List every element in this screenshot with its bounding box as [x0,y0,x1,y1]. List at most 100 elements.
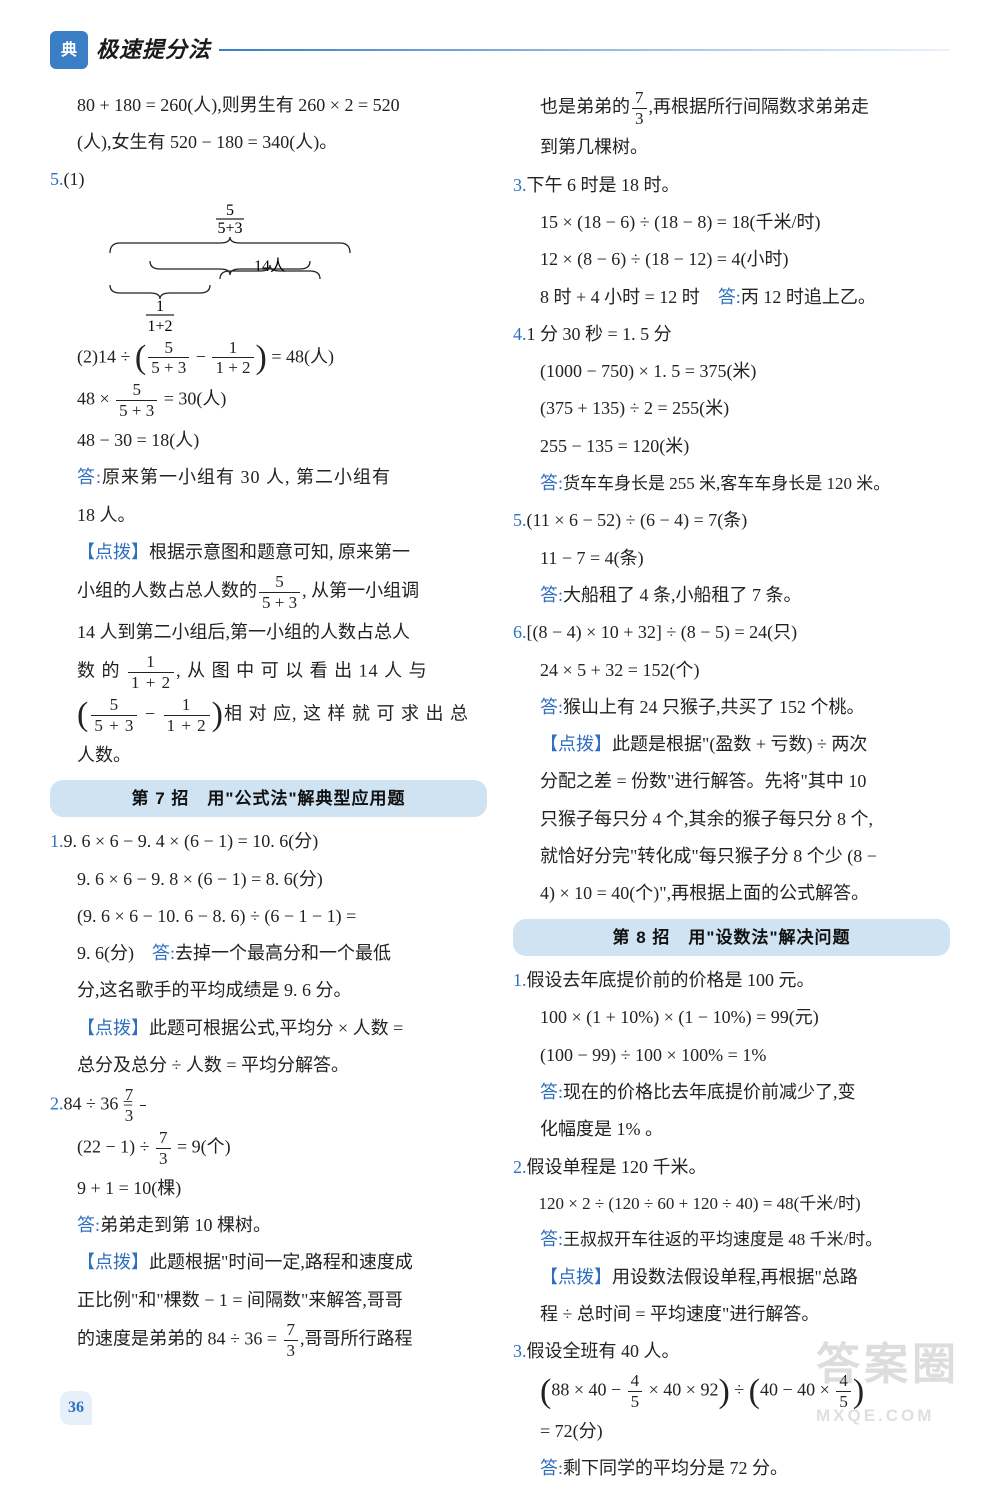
tip-text: 的速度是弟弟的 84 ÷ 36 = [77,1328,282,1348]
section-8-heading: 第 8 招 用"设数法"解决问题 [513,919,950,956]
watermark: 答案圈 MXQE.COM [816,1324,960,1431]
question-7-2: 2.84 ÷ 36 = 73 [50,1086,487,1125]
tip-text: , 从第一小组调 [302,581,419,601]
eq-text: × 40 × 92 [644,1380,718,1400]
fraction: 45 [628,1372,643,1411]
q-number: 3. [513,1341,527,1361]
column-right: 也是弟弟的73,再根据所行间隔数求弟弟走 到第几棵树。 3.下午 6 时是 18… [513,89,950,1490]
equation-line: 9. 6 × 6 − 9. 8 × (6 − 1) = 8. 6(分) [50,863,487,896]
fraction: 73 [632,89,647,128]
equation-line: 120 × 2 ÷ (120 ÷ 60 + 120 ÷ 40) = 48(千米/… [513,1188,950,1219]
answer-label: 答: [540,473,563,493]
page-header: 典 极速提分法 [50,30,950,71]
fraction: 11 + 2 [128,653,174,692]
tip-label: 【点拨】 [77,542,149,562]
q-number: 1. [50,831,64,851]
eq-text: 假设单程是 120 千米。 [527,1157,707,1177]
tip-line: 4) × 10 = 40(个)",再根据上面的公式解答。 [513,877,950,910]
answer-label: 答: [718,287,741,307]
svg-text:5+3: 5+3 [217,220,242,237]
answer-line: 答:剩下同学的平均分是 72 分。 [513,1452,950,1485]
question-7-1: 1.9. 6 × 6 − 9. 4 × (6 − 1) = 10. 6(分) [50,825,487,858]
answer-label: 答: [540,1082,563,1102]
answer-line: 化幅度是 1% 。 [513,1113,950,1146]
fraction: 11 + 2 [212,339,253,378]
tip-text: 数 的 [77,661,126,681]
text-line: 80 + 180 = 260(人),则男生有 260 × 2 = 520 [50,89,487,122]
q-number: 5. [513,510,527,530]
tip-line: 总分及总分 ÷ 人数 = 平均分解答。 [50,1049,487,1082]
answer-text: 王叔叔开车往返的平均速度是 48 千米/时。 [563,1230,882,1249]
paren-close: ) [718,1375,729,1409]
tip-line: 【点拨】用设数法假设单程,再根据"总路 [513,1261,950,1294]
eq-text: 8 时 + 4 小时 = 12 时 [540,287,718,307]
answer-line: 答:猴山上有 24 只猴子,共买了 152 个桃。 [513,691,950,724]
tip-text: 相 对 应, 这 样 就 可 求 出 总 [224,703,469,723]
tip-text: ,哥哥所行路程 [300,1328,413,1348]
tip-label: 【点拨】 [77,1018,149,1038]
watermark-line2: MXQE.COM [816,1400,960,1431]
tip-line: 数 的 11 + 2, 从 图 中 可 以 看 出 14 人 与 [50,653,487,692]
fraction: 55 + 3 [116,381,157,420]
fraction: 73 [140,1086,146,1125]
answer-label: 答: [540,697,563,717]
tip-line: 的速度是弟弟的 84 ÷ 36 = 73,哥哥所行路程 [50,1321,487,1360]
question-7-5: 5.(11 × 6 − 52) ÷ (6 − 4) = 7(条) [513,504,950,537]
eq-prefix: 48 × [77,389,114,409]
paren-open: ( [77,698,89,732]
question-7-3: 3.下午 6 时是 18 时。 [513,169,950,202]
eq-prefix: (22 − 1) ÷ [77,1136,154,1156]
equation-line: (2)14 ÷ (55 + 3 − 11 + 2) = 48(人) [50,339,487,378]
equation-line: (22 − 1) ÷ 73 = 9(个) [50,1129,487,1168]
question-7-6: 6.[(8 − 4) × 10 + 32] ÷ (8 − 5) = 24(只) [513,616,950,649]
q-number: 5. [50,169,64,189]
eq-suffix: = 48(人) [267,346,334,366]
q-number: 4. [513,324,527,344]
q-number: 1. [513,970,527,990]
question-8-1: 1.假设去年底提价前的价格是 100 元。 [513,964,950,997]
paren-close: ) [256,341,267,375]
q-number: 6. [513,622,527,642]
answer-label: 答: [77,1215,100,1235]
answer-text: 现在的价格比去年底提价前减少了,变 [563,1082,856,1102]
answer-text: 弟弟走到第 10 棵树。 [100,1215,271,1235]
equation-line: 24 × 5 + 32 = 152(个) [513,654,950,687]
fraction: 55 + 3 [91,696,137,735]
answer-label: 答: [540,585,563,605]
tip-line: (55 + 3 − 11 + 2)相 对 应, 这 样 就 可 求 出 总 [50,696,487,735]
tip-line: 14 人到第二小组后,第一小组的人数占总人 [50,616,487,649]
logo-box: 典 [50,31,88,69]
tip-line: 小组的人数占总人数的55 + 3, 从第一小组调 [50,573,487,612]
tip-line: 【点拨】此题是根据"(盈数 + 亏数) ÷ 两次 [513,728,950,761]
equation-line: 48 − 30 = 18(人) [50,424,487,457]
eq-text: 假设全班有 40 人。 [527,1341,680,1361]
eq-text: (11 × 6 − 52) ÷ (6 − 4) = 7(条) [527,510,748,530]
equation-line: 100 × (1 + 10%) × (1 − 10%) = 99(元) [513,1001,950,1034]
tip-line: 正比例"和"棵数 − 1 = 间隔数"来解答,哥哥 [50,1284,487,1317]
eq-text: 下午 6 时是 18 时。 [527,175,680,195]
svg-text:1+2: 1+2 [147,318,172,333]
tip-text: 此题根据"时间一定,路程和速度成 [149,1252,413,1272]
tip-line: 就恰好分完"转化成"每只猴子分 8 个少 (8 − [513,840,950,873]
answer-text: 原来第一小组有 30 人, 第二小组有 [102,467,391,487]
question-5: 5.(1) [50,163,487,196]
page-number: 36 [60,1391,92,1425]
answer-line: 8 时 + 4 小时 = 12 时 答:丙 12 时追上乙。 [513,281,950,314]
bracket-diagram: 5 5+3 14人 1 1+2 [90,203,487,333]
equation-line: 48 × 55 + 3 = 30(人) [50,381,487,420]
paren-open: ( [135,341,146,375]
tip-text: 此题可根据公式,平均分 × 人数 = [149,1018,403,1038]
answer-line: 9. 6(分) 答:去掉一个最高分和一个最低 [50,937,487,970]
answer-line: 答:弟弟走到第 10 棵树。 [50,1209,487,1242]
equation-line: (100 − 99) ÷ 100 × 100% = 1% [513,1039,950,1072]
eq-text: 9. 6 × 6 − 9. 4 × (6 − 1) = 10. 6(分) [64,831,319,851]
tip-text: 小组的人数占总人数的 [77,581,257,601]
equation-line: 15 × (18 − 6) ÷ (18 − 8) = 18(千米/时) [513,206,950,239]
eq-text: [(8 − 4) × 10 + 32] ÷ (8 − 5) = 24(只) [527,622,798,642]
answer-label: 答: [152,943,175,963]
eq-text: 1 分 30 秒 = 1. 5 分 [527,324,672,344]
eq-text: 假设去年底提价前的价格是 100 元。 [527,970,815,990]
fraction: 73 [156,1129,171,1168]
question-8-2: 2.假设单程是 120 千米。 [513,1151,950,1184]
equation-line: 12 × (8 − 6) ÷ (18 − 12) = 4(小时) [513,243,950,276]
